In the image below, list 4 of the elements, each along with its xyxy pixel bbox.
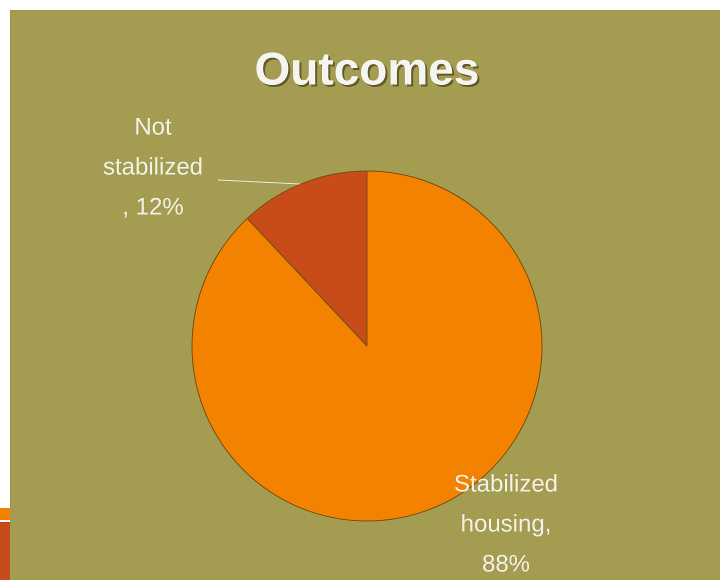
chart-title: Outcomes: [256, 44, 482, 97]
slice-label: Stabilized housing, 88%: [454, 470, 558, 578]
data-label: , 12%: [122, 194, 184, 221]
slice-label: Not stabilized: [102, 114, 204, 181]
